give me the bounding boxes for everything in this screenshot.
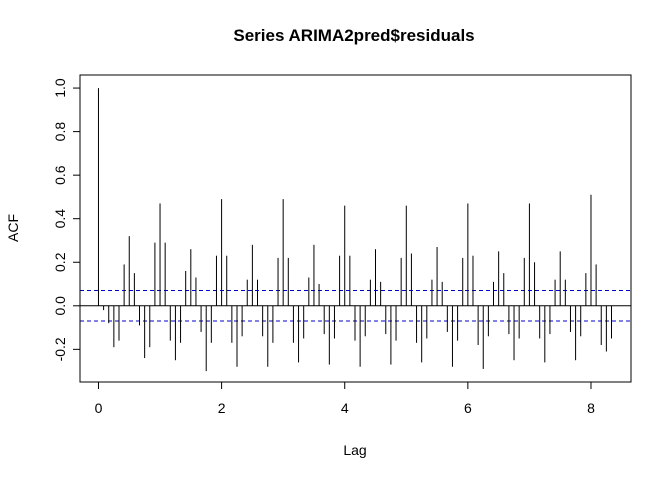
x-tick-label: 0	[95, 400, 103, 416]
x-tick-label: 2	[218, 400, 226, 416]
x-tick-label: 6	[464, 400, 472, 416]
x-tick-label: 4	[341, 400, 349, 416]
y-tick-label: 0.2	[52, 252, 68, 272]
y-axis: -0.2 0.0 0.2 0.4 0.6 0.8 1.0	[52, 78, 81, 361]
confidence-bounds	[80, 290, 631, 322]
x-axis-label: Lag	[343, 442, 366, 458]
chart-title: Series ARIMA2pred$residuals	[233, 26, 474, 45]
acf-bars	[97, 88, 613, 372]
y-tick-label: 0.0	[52, 296, 68, 316]
x-tick-label: 8	[587, 400, 595, 416]
y-tick-label: 0.4	[52, 209, 68, 229]
y-tick-label: 0.6	[52, 165, 68, 185]
y-tick-label: 1.0	[52, 78, 68, 98]
y-tick-label: -0.2	[52, 337, 68, 361]
plot-frame	[79, 74, 632, 383]
y-tick-label: 0.8	[52, 122, 68, 142]
x-axis: 0 2 4 6 8	[95, 381, 595, 416]
y-axis-label: ACF	[5, 214, 21, 242]
